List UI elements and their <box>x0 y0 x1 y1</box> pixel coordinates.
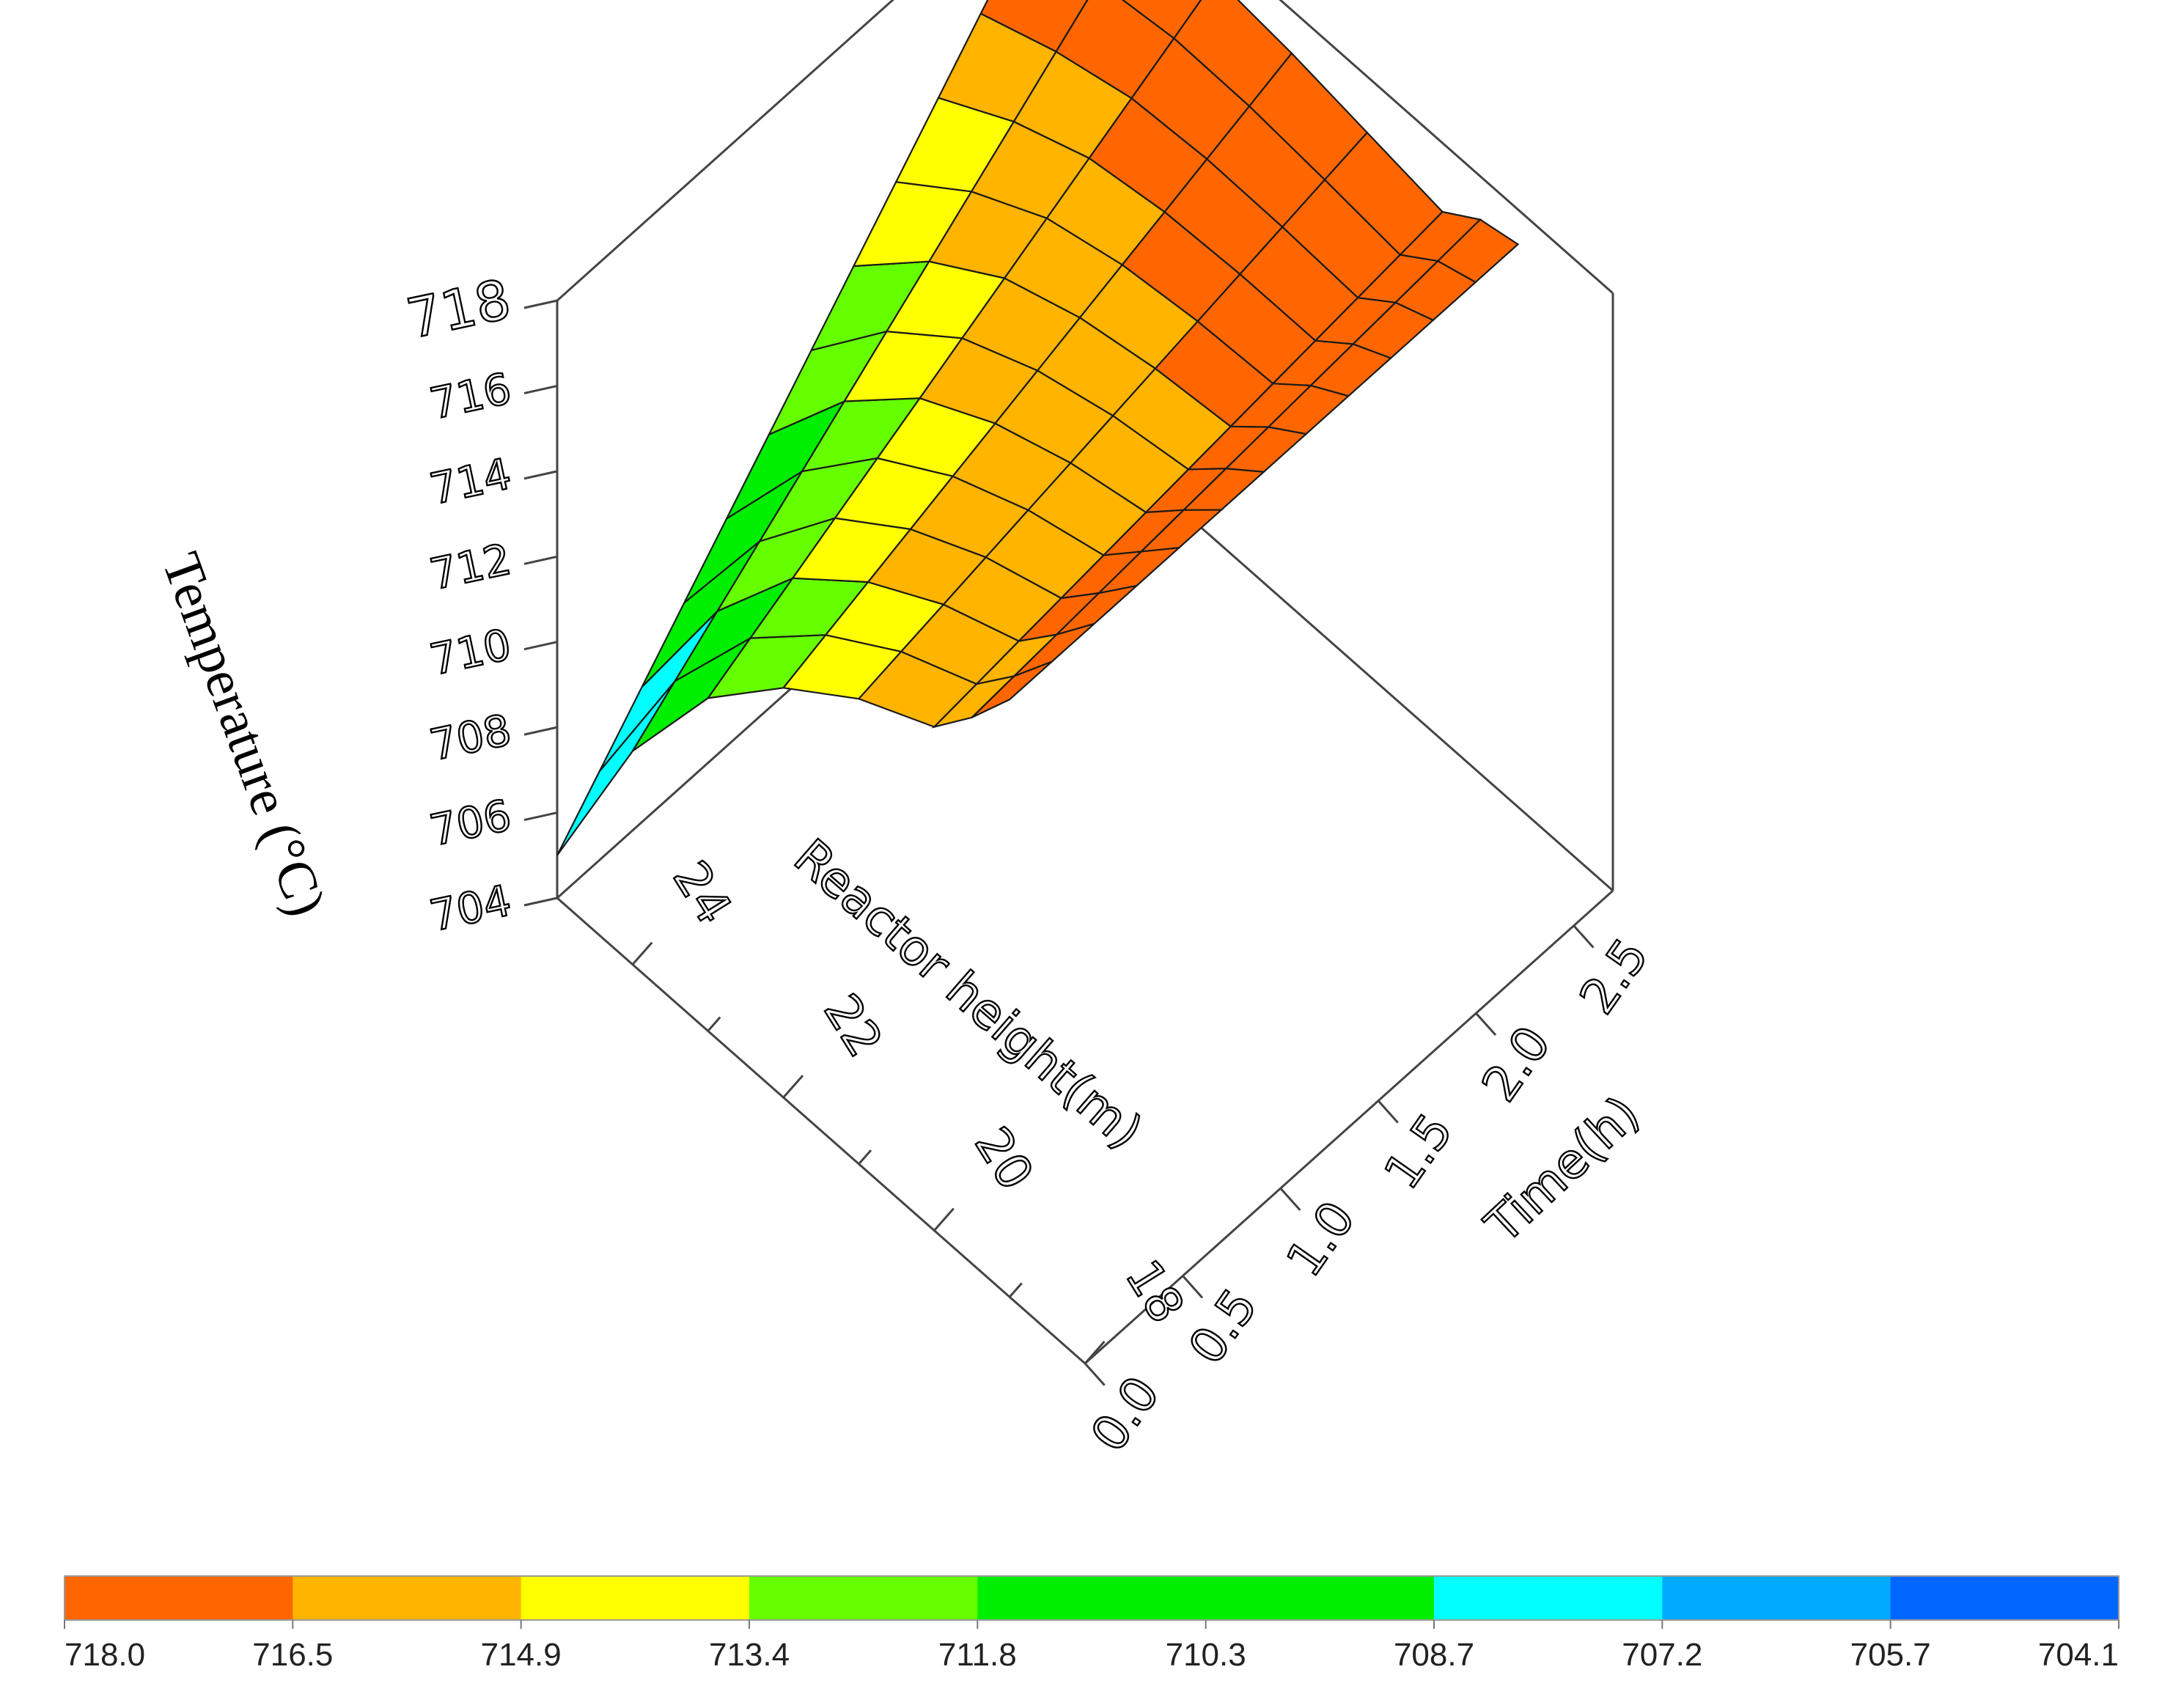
y-tick-label: 0.0 <box>1080 1366 1170 1462</box>
colorbar: 718.0 716.5 714.9 713.4 711.8 710.3 708.7 707.2… <box>64 1575 2119 1673</box>
colorbar-label: 708.7 <box>1394 1637 1474 1673</box>
x-tick <box>782 1075 804 1099</box>
x-minor-tick <box>707 1016 721 1032</box>
colorbar-label: 718.0 <box>65 1637 145 1673</box>
z-tick-label: 718 <box>402 268 516 350</box>
colorbar-segment <box>521 1576 750 1620</box>
y-tick <box>1475 1012 1497 1037</box>
z-tick-label: 714 <box>425 449 515 515</box>
z-tick <box>523 470 558 480</box>
frame-edge-7 <box>556 0 894 302</box>
colorbar-label: 710.3 <box>1166 1637 1246 1673</box>
surface-cell <box>1121 0 1202 40</box>
y-tick-label: 1.0 <box>1276 1191 1366 1286</box>
colorbar-label: 705.7 <box>1850 1637 1931 1673</box>
colorbar-segment <box>749 1576 978 1620</box>
z-axis-title: Temperature (°C) <box>150 545 337 924</box>
x-axis-title: Reactor height(m) <box>784 828 1153 1160</box>
frame-edge-0 <box>556 897 1086 1365</box>
colorbar-label: 707.2 <box>1622 1637 1702 1673</box>
colorbar-segment <box>65 1576 293 1620</box>
y-tick-label: 1.5 <box>1373 1104 1463 1199</box>
z-tick-label: 710 <box>425 619 515 685</box>
colorbar-segment <box>1434 1576 1663 1620</box>
y-tick <box>1377 1100 1399 1124</box>
axis-ticks <box>523 299 1595 1386</box>
y-tick-label: 2.0 <box>1471 1016 1562 1111</box>
z-tick-label: 716 <box>425 364 515 430</box>
z-tick-label: 712 <box>425 534 515 600</box>
colorbar-segment <box>977 1576 1207 1620</box>
surface-cell <box>1436 218 1520 284</box>
colorbar-label: 713.4 <box>709 1637 790 1673</box>
x-minor-tick <box>1009 1282 1023 1298</box>
colorbar-label: 714.9 <box>481 1637 562 1673</box>
z-tick <box>523 555 558 565</box>
y-tick <box>1573 924 1595 949</box>
y-tick-label: 2.5 <box>1569 929 1659 1024</box>
x-tick-label: 24 <box>662 852 743 934</box>
surface-mesh <box>556 0 1520 856</box>
z-tick <box>523 299 558 309</box>
colorbar-segment <box>1662 1576 1891 1620</box>
colorbar-segment <box>1205 1576 1435 1620</box>
x-tick-label: 20 <box>964 1117 1045 1199</box>
y-tick <box>1279 1188 1301 1211</box>
surface-cell <box>556 680 676 856</box>
x-minor-tick <box>858 1149 872 1165</box>
z-tick <box>523 384 558 394</box>
frame-edge-1 <box>1084 889 1614 1365</box>
y-tick <box>1182 1275 1204 1299</box>
x-tick-label: 18 <box>1114 1251 1195 1333</box>
z-tick <box>523 897 558 907</box>
colorbar-segment <box>293 1576 522 1620</box>
colorbar-label: 716.5 <box>252 1637 333 1673</box>
z-tick-label: 706 <box>425 790 515 856</box>
z-tick <box>523 726 558 736</box>
z-tick-label: 708 <box>425 704 515 770</box>
y-axis-title: Time(h) <box>1474 1085 1650 1254</box>
colorbar-border <box>64 1575 2119 1621</box>
y-tick-label: 0.5 <box>1178 1279 1268 1374</box>
z-tick <box>523 811 558 822</box>
y-tick <box>1084 1362 1106 1386</box>
colorbar-label: 711.8 <box>938 1637 1017 1673</box>
x-tick <box>1084 1341 1106 1364</box>
colorbar-label: 704.1 <box>2038 1637 2119 1673</box>
x-tick <box>631 941 653 965</box>
colorbar-segment <box>1890 1576 2119 1620</box>
z-tick <box>523 641 558 651</box>
x-tick <box>933 1207 955 1232</box>
surface-cell <box>979 0 1089 53</box>
z-tick-label: 704 <box>425 875 515 941</box>
frame-edge-8 <box>1279 0 1614 295</box>
x-tick-label: 22 <box>813 984 894 1067</box>
